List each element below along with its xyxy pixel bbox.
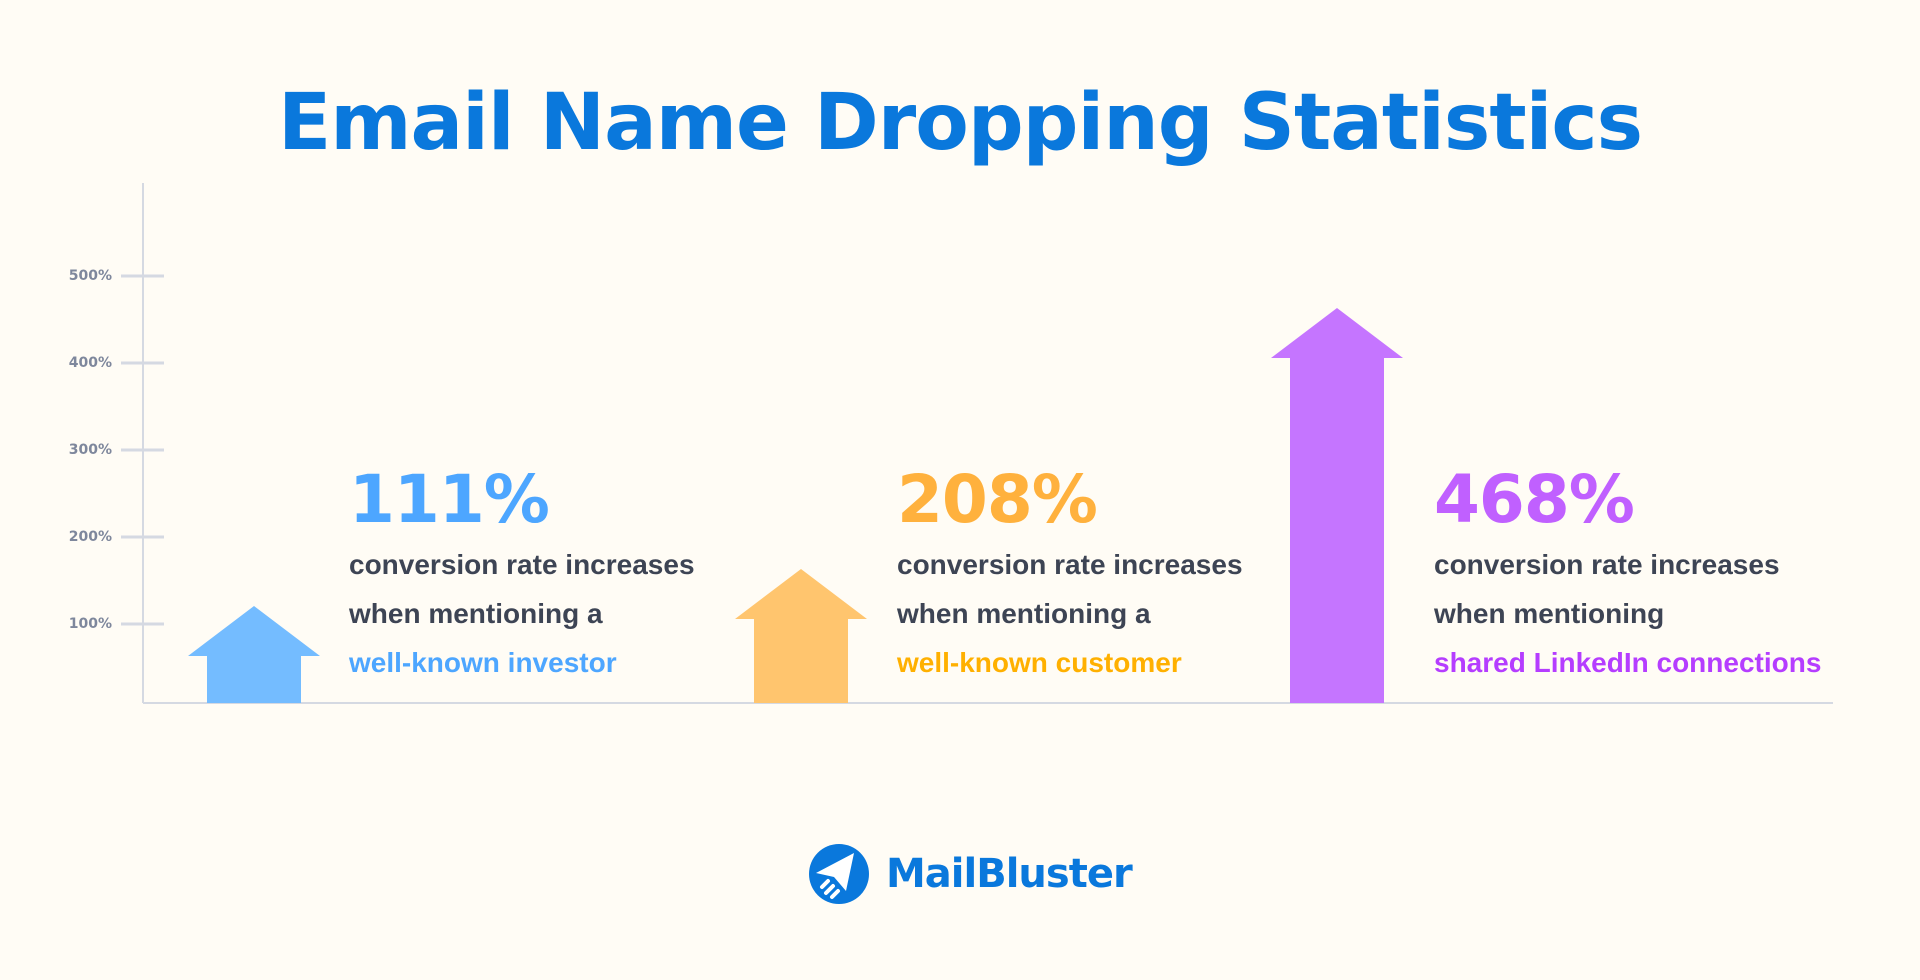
stat-value: 468%	[1434, 461, 1635, 538]
page-title: Email Name Dropping Statistics	[277, 78, 1643, 168]
stat-text: when mentioning a	[897, 598, 1151, 629]
stat-highlight: shared LinkedIn connections	[1434, 647, 1822, 678]
stat-value: 208%	[897, 461, 1098, 538]
tick-label: 300%	[68, 442, 112, 458]
tick-label: 200%	[68, 529, 112, 545]
brand-name: MailBluster	[886, 851, 1133, 897]
stat-text: when mentioning a	[349, 598, 603, 629]
stat-block-customer: 208% conversion rate increases when ment…	[897, 460, 1243, 687]
tick-label: 400%	[68, 355, 112, 371]
stat-block-linkedin: 468% conversion rate increases when ment…	[1434, 460, 1821, 687]
stat-text: when mentioning	[1434, 598, 1665, 629]
stat-value: 111%	[349, 461, 550, 538]
arrow-bar	[735, 569, 867, 703]
stat-text: conversion rate increases	[897, 549, 1243, 580]
arrow-bar	[1271, 308, 1403, 703]
arrow-bar	[188, 606, 320, 703]
stat-text: conversion rate increases	[1434, 549, 1780, 580]
paper-plane-logo-icon	[809, 844, 869, 904]
tick-label: 500%	[68, 268, 112, 284]
brand-logo: MailBluster	[808, 843, 1133, 905]
stat-highlight: well-known customer	[897, 647, 1182, 678]
stat-block-investor: 111% conversion rate increases when ment…	[349, 460, 695, 687]
tick-label: 100%	[68, 616, 112, 632]
stat-text: conversion rate increases	[349, 549, 695, 580]
stat-highlight: well-known investor	[349, 647, 617, 678]
